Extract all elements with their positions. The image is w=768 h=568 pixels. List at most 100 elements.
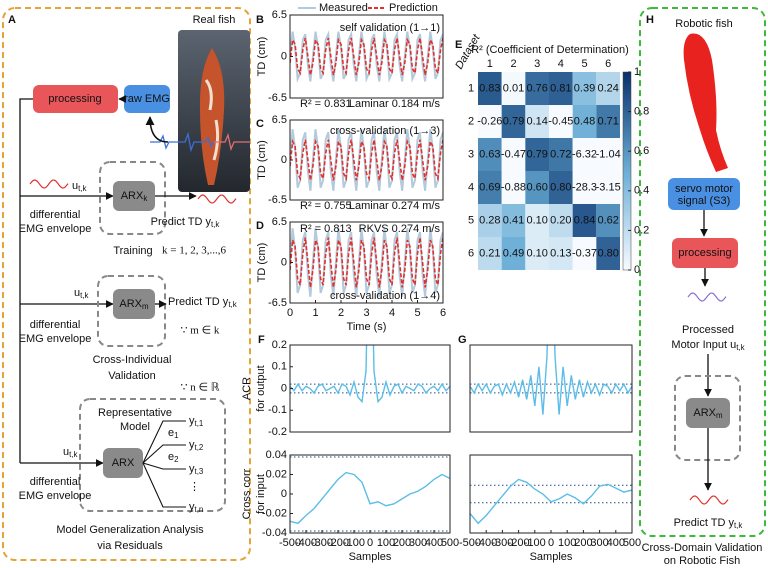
cell-label: 0.60 bbox=[526, 181, 547, 193]
block-label: raw EMG bbox=[124, 93, 170, 105]
annotation: self validation (1→1) bbox=[340, 22, 440, 34]
colorbar bbox=[622, 71, 632, 271]
heatmap-cell bbox=[501, 105, 526, 138]
envelope-label: EMG envelope bbox=[19, 490, 92, 502]
residual-label-subscript: 1 bbox=[174, 431, 179, 440]
colorbar-label: 0 bbox=[634, 264, 640, 276]
y-tick-label: 6.5 bbox=[272, 216, 287, 228]
branch bbox=[142, 462, 186, 508]
dashed-group bbox=[97, 275, 166, 347]
heatmap-cell bbox=[596, 138, 620, 171]
heatmap-cell bbox=[549, 105, 573, 138]
output-label-subscript: t,2 bbox=[195, 443, 204, 452]
dashed-group bbox=[99, 161, 166, 235]
output-label-main: Predict TD y bbox=[674, 517, 735, 529]
cell-label: 0.79 bbox=[526, 148, 547, 160]
heatmap-cell bbox=[478, 138, 502, 171]
note: k = 1, 2, 3,...,6 bbox=[162, 245, 226, 257]
x-tick-label: -500 bbox=[279, 537, 301, 549]
panel-h-frame bbox=[639, 7, 766, 537]
y-tick-label: 0.04 bbox=[266, 449, 287, 461]
wave-icon bbox=[687, 292, 727, 302]
series-line bbox=[290, 471, 450, 525]
heatmap-cell bbox=[572, 204, 597, 237]
x-tick-label: 200 bbox=[393, 537, 411, 549]
y-axis-label: ACR bbox=[241, 377, 253, 400]
x-axis-label: Samples bbox=[530, 551, 573, 563]
block-label: signal (S3) bbox=[678, 195, 731, 207]
branch bbox=[142, 462, 186, 470]
x-tick-label: -200 bbox=[508, 537, 530, 549]
heatmap-cell bbox=[478, 237, 502, 270]
heatmap-cell bbox=[478, 105, 502, 138]
cell-label: 0.72 bbox=[550, 148, 571, 160]
output-label: Predict TD yt,k bbox=[674, 517, 743, 530]
heatmap-cell bbox=[501, 237, 526, 270]
wave-icon bbox=[689, 495, 729, 505]
cell-label: 0.49 bbox=[503, 247, 524, 259]
output-label: yt,3 bbox=[189, 463, 204, 476]
cell-label: 0.79 bbox=[503, 115, 524, 127]
annotation: RKVS 0.274 m/s bbox=[359, 223, 441, 235]
colorbar-label: 0.6 bbox=[634, 145, 649, 157]
cell-label: 0.21 bbox=[479, 247, 500, 259]
chart-title: R² (Coefficient of Determination) bbox=[471, 44, 629, 56]
panel-letter: H bbox=[646, 14, 654, 26]
colorbar-label: 0.4 bbox=[634, 185, 649, 197]
y-tick-label: -0.2 bbox=[268, 426, 287, 438]
y-tick-label: 0 bbox=[281, 154, 287, 166]
cell-label: 0.80 bbox=[550, 181, 571, 193]
branch bbox=[142, 444, 186, 464]
cell-label: -28.3 bbox=[572, 181, 597, 193]
annotation: cross-validation (1→3) bbox=[330, 125, 440, 137]
x-tick-label: 1 bbox=[312, 307, 318, 319]
x-tick-label: 2 bbox=[338, 307, 344, 319]
envelope-label: differential bbox=[30, 319, 81, 331]
y-tick-label: 0 bbox=[281, 50, 287, 62]
input-label-main: u bbox=[74, 287, 80, 299]
input-label: Motor Input ut,k bbox=[671, 339, 744, 352]
panel-letter: A bbox=[8, 14, 16, 26]
cell-label: 0.63 bbox=[479, 148, 500, 160]
envelope-label: differential bbox=[30, 209, 81, 221]
heatmap-cell bbox=[478, 204, 502, 237]
input-label-subscript: t,k bbox=[736, 343, 744, 352]
heatmap-cell bbox=[525, 105, 549, 138]
panel-letter: G bbox=[458, 334, 467, 346]
y-tick-label: 0.02 bbox=[266, 468, 287, 480]
caption: Validation bbox=[108, 370, 156, 382]
annotation: Laminar 0.274 m/s bbox=[349, 200, 441, 212]
legend-label: Prediction bbox=[389, 2, 438, 14]
block-label: processing bbox=[678, 247, 731, 259]
row-label: 3 bbox=[468, 148, 474, 160]
cell-label: -0.37 bbox=[572, 247, 597, 259]
column-label: 5 bbox=[581, 58, 587, 70]
heatmap-cell bbox=[572, 171, 597, 204]
heatmap-cell bbox=[572, 72, 597, 105]
x-tick-label: 5 bbox=[414, 307, 420, 319]
cell-label: 0.62 bbox=[597, 214, 618, 226]
y-axis-label: TD (cm) bbox=[256, 243, 268, 283]
x-tick-label: 6 bbox=[440, 307, 446, 319]
residual-label-subscript: 2 bbox=[174, 455, 178, 464]
x-tick-label: 0 bbox=[548, 537, 554, 549]
processing-block bbox=[672, 238, 738, 268]
plot-frame bbox=[469, 454, 633, 534]
x-axis-label: Samples bbox=[349, 551, 392, 563]
output-label-main: y bbox=[189, 439, 195, 451]
panel-letter: D bbox=[256, 220, 264, 232]
dashed-group bbox=[79, 398, 226, 512]
wave-icon bbox=[29, 179, 69, 189]
cell-label: 0.76 bbox=[526, 82, 547, 94]
cell-label: -3.15 bbox=[596, 181, 621, 193]
output-label-main: y bbox=[189, 501, 195, 513]
block-label-subscript: m bbox=[142, 302, 149, 311]
heatmap-cell bbox=[549, 237, 573, 270]
colorbar-label: 1 bbox=[634, 66, 640, 78]
y-tick-label: -6.5 bbox=[268, 297, 287, 309]
cell-label: 0.13 bbox=[550, 247, 571, 259]
heatmap-cell bbox=[572, 105, 597, 138]
x-tick-label: -300 bbox=[311, 537, 333, 549]
output-label: Predict TD yt,k bbox=[151, 216, 220, 229]
